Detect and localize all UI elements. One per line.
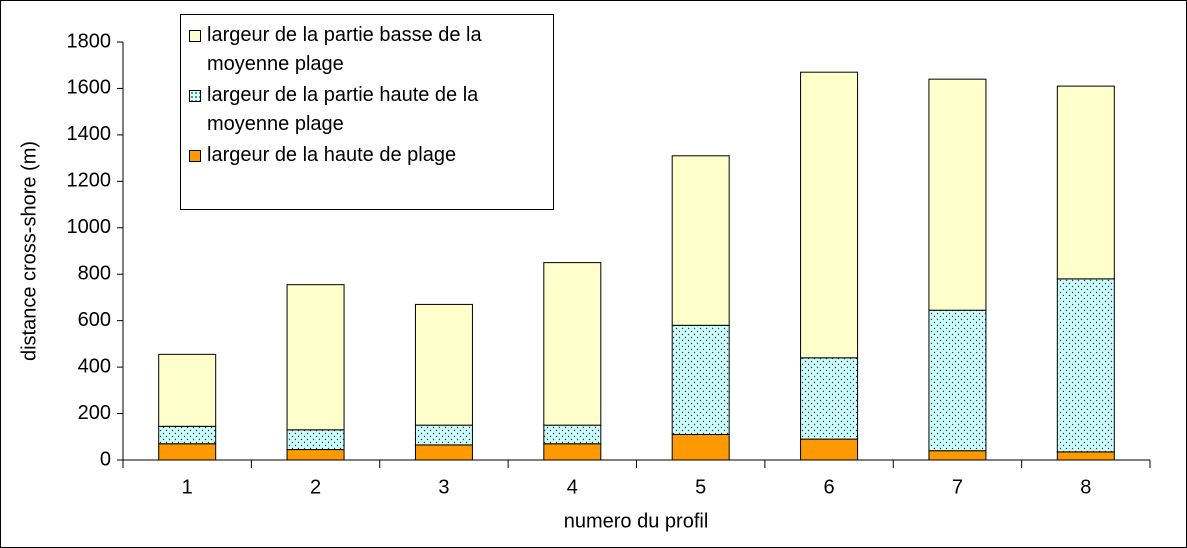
legend-entry: largeur de la haute de plage bbox=[187, 141, 547, 170]
bar-segment bbox=[928, 78, 987, 311]
bar-segment bbox=[286, 429, 345, 451]
legend-swatch bbox=[189, 90, 201, 102]
x-tick-label: 7 bbox=[952, 476, 963, 498]
y-tick-label: 1000 bbox=[67, 216, 112, 238]
bar-segment bbox=[800, 71, 859, 359]
y-tick-label: 400 bbox=[78, 355, 111, 377]
bar-segment bbox=[1056, 451, 1115, 461]
legend-label: largeur de la partie basse de la moyenne… bbox=[207, 24, 482, 75]
legend: largeur de la partie basse de la moyenne… bbox=[180, 14, 554, 210]
legend-entry: largeur de la partie basse de la moyenne… bbox=[187, 21, 547, 79]
bar-segment bbox=[158, 353, 217, 427]
y-tick-label: 1400 bbox=[67, 123, 112, 145]
bar-segment bbox=[543, 424, 602, 445]
bar-segment bbox=[1056, 278, 1115, 453]
bar-segment bbox=[800, 438, 859, 461]
x-tick-label: 5 bbox=[695, 476, 706, 498]
bar-segment bbox=[414, 444, 473, 461]
y-tick-label: 600 bbox=[78, 309, 111, 331]
legend-label: largeur de la haute de plage bbox=[207, 144, 457, 166]
y-tick-label: 200 bbox=[78, 402, 111, 424]
bar-segment bbox=[1056, 85, 1115, 280]
x-tick-label: 6 bbox=[824, 476, 835, 498]
y-tick-label: 1800 bbox=[67, 30, 112, 52]
bar-segment bbox=[671, 324, 730, 435]
bar-segment bbox=[414, 303, 473, 426]
bar-segment bbox=[671, 155, 730, 326]
bar-segment bbox=[414, 424, 473, 446]
bar-segment bbox=[671, 433, 730, 461]
x-tick-label: 8 bbox=[1080, 476, 1091, 498]
y-tick-label: 800 bbox=[78, 263, 111, 285]
y-axis-title: distance cross-shore (m) bbox=[18, 141, 40, 361]
legend-swatch bbox=[189, 150, 201, 162]
y-tick-label: 0 bbox=[100, 448, 111, 470]
bar-segment bbox=[286, 449, 345, 461]
x-tick-label: 4 bbox=[567, 476, 578, 498]
bar-segment bbox=[543, 443, 602, 461]
legend-swatch bbox=[189, 30, 201, 42]
bar-segment bbox=[928, 450, 987, 461]
x-tick-label: 1 bbox=[182, 476, 193, 498]
bar-segment bbox=[158, 443, 217, 461]
y-tick-label: 1200 bbox=[67, 170, 112, 192]
x-axis-title: numero du profil bbox=[564, 510, 709, 532]
y-tick-label: 1600 bbox=[67, 77, 112, 99]
x-tick-label: 3 bbox=[438, 476, 449, 498]
bar-segment bbox=[928, 309, 987, 452]
bar-segment bbox=[286, 284, 345, 431]
x-tick-label: 2 bbox=[310, 476, 321, 498]
legend-entry: largeur de la partie haute de la moyenne… bbox=[187, 81, 547, 139]
bar-segment bbox=[800, 357, 859, 440]
legend-label: largeur de la partie haute de la moyenne… bbox=[207, 84, 479, 135]
bar-segment bbox=[158, 425, 217, 445]
bar-segment bbox=[543, 262, 602, 426]
